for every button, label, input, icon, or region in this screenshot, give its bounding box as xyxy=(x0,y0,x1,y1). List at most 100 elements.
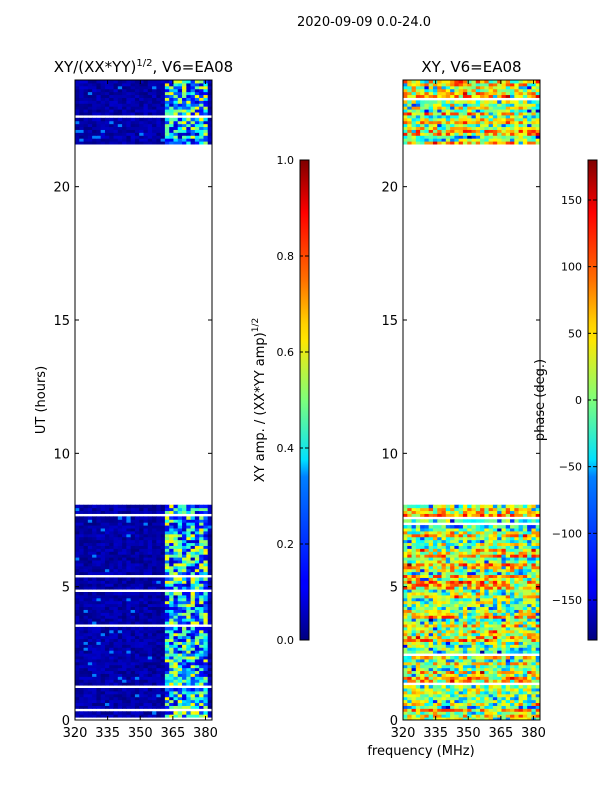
heatmap-cell xyxy=(437,597,443,602)
heatmap-cell xyxy=(432,533,438,538)
heatmap-cell xyxy=(126,688,132,692)
heatmap-cell xyxy=(415,557,421,561)
heatmap-cell xyxy=(156,132,162,136)
heatmap-cell xyxy=(134,696,140,701)
heatmap-cell xyxy=(156,705,162,709)
heatmap-cell xyxy=(164,536,170,541)
heatmap-cell xyxy=(403,717,408,720)
heatmap-cell xyxy=(467,679,472,683)
heatmap-cell xyxy=(475,536,481,541)
heatmap-cell xyxy=(96,560,102,564)
heatmap-cell xyxy=(190,583,196,587)
heatmap-cell xyxy=(207,656,212,660)
heatmap-cell xyxy=(177,670,183,674)
heatmap-cell xyxy=(441,536,447,541)
heatmap-cell xyxy=(432,557,438,561)
heatmap-cell xyxy=(420,594,425,599)
heatmap-cell xyxy=(109,597,115,602)
heatmap-cell xyxy=(164,533,170,538)
heatmap-cell xyxy=(505,600,511,605)
heatmap-cell xyxy=(173,656,179,660)
heatmap-cell xyxy=(87,132,93,136)
heatmap-cell xyxy=(501,635,507,640)
heatmap-cell xyxy=(437,586,443,590)
heatmap-cell xyxy=(407,565,413,570)
heatmap-cell xyxy=(186,629,192,634)
heatmap-cell xyxy=(207,542,212,546)
heatmap-cell xyxy=(480,661,485,666)
heatmap-cell xyxy=(173,548,179,552)
heatmap-cell xyxy=(113,612,119,616)
heatmap-cell xyxy=(143,522,149,526)
heatmap-cell xyxy=(79,516,85,520)
heatmap-cell xyxy=(471,664,477,669)
heatmap-cell xyxy=(535,658,540,663)
heatmap-cell xyxy=(190,129,196,133)
heatmap-cell xyxy=(432,667,438,672)
heatmap-cell xyxy=(480,603,485,608)
heatmap-cell xyxy=(152,688,157,692)
heatmap-cell xyxy=(458,510,464,514)
heatmap-cell xyxy=(458,574,464,578)
heatmap-cell xyxy=(510,528,515,532)
heatmap-cell xyxy=(113,548,119,552)
heatmap-cell xyxy=(510,606,515,610)
heatmap-cell xyxy=(531,606,537,610)
heatmap-cell xyxy=(445,565,451,570)
heatmap-cell xyxy=(100,667,106,672)
heatmap-cell xyxy=(126,507,132,512)
heatmap-cell xyxy=(134,676,140,680)
heatmap-cell xyxy=(432,621,438,625)
heatmap-cell xyxy=(113,507,119,512)
heatmap-cell xyxy=(194,705,200,709)
heatmap-cell xyxy=(143,568,149,573)
heatmap-cell xyxy=(96,705,102,709)
heatmap-cell xyxy=(164,635,170,640)
heatmap-cell xyxy=(190,647,196,651)
heatmap-cell xyxy=(169,621,174,625)
heatmap-cell xyxy=(458,568,464,573)
heatmap-cell xyxy=(420,533,425,538)
heatmap-cell xyxy=(186,621,192,625)
heatmap-cell xyxy=(454,629,460,634)
heatmap-cell xyxy=(92,699,97,704)
heatmap-cell xyxy=(113,699,119,704)
heatmap-cell xyxy=(527,533,532,538)
heatmap-cell xyxy=(113,696,119,701)
heatmap-cell xyxy=(143,644,149,648)
heatmap-cell xyxy=(514,690,520,695)
heatmap-cell xyxy=(510,626,515,631)
heatmap-cell xyxy=(130,120,136,125)
heatmap-cell xyxy=(441,658,447,663)
heatmap-cell xyxy=(113,82,119,87)
heatmap-cell xyxy=(445,592,451,596)
heatmap-cell xyxy=(207,670,212,674)
heatmap-cell xyxy=(514,705,520,709)
heatmap-cell xyxy=(492,568,498,573)
heatmap-cell xyxy=(182,109,187,113)
heatmap-cell xyxy=(458,656,464,660)
heatmap-cell xyxy=(497,528,502,532)
heatmap-cell xyxy=(510,609,515,613)
heatmap-cell xyxy=(156,702,162,706)
heatmap-cell xyxy=(514,583,520,587)
heatmap-cell xyxy=(462,670,468,674)
heatmap-cell xyxy=(182,641,187,645)
heatmap-cell xyxy=(182,100,187,104)
heatmap-cell xyxy=(164,141,170,145)
heatmap-cell xyxy=(169,106,174,110)
heatmap-cell xyxy=(531,530,537,535)
heatmap-cell xyxy=(199,120,204,125)
heatmap-cell xyxy=(432,612,438,616)
heatmap-cell xyxy=(411,586,417,590)
heatmap-cell xyxy=(415,589,421,593)
heatmap-cell xyxy=(92,539,97,544)
heatmap-cell xyxy=(169,592,174,596)
heatmap-cell xyxy=(492,560,498,564)
heatmap-cell xyxy=(441,589,447,593)
heatmap-cell xyxy=(109,682,115,686)
heatmap-cell xyxy=(458,551,464,555)
heatmap-cell xyxy=(432,586,438,590)
heatmap-cell xyxy=(441,641,447,645)
heatmap-cell xyxy=(484,560,490,564)
